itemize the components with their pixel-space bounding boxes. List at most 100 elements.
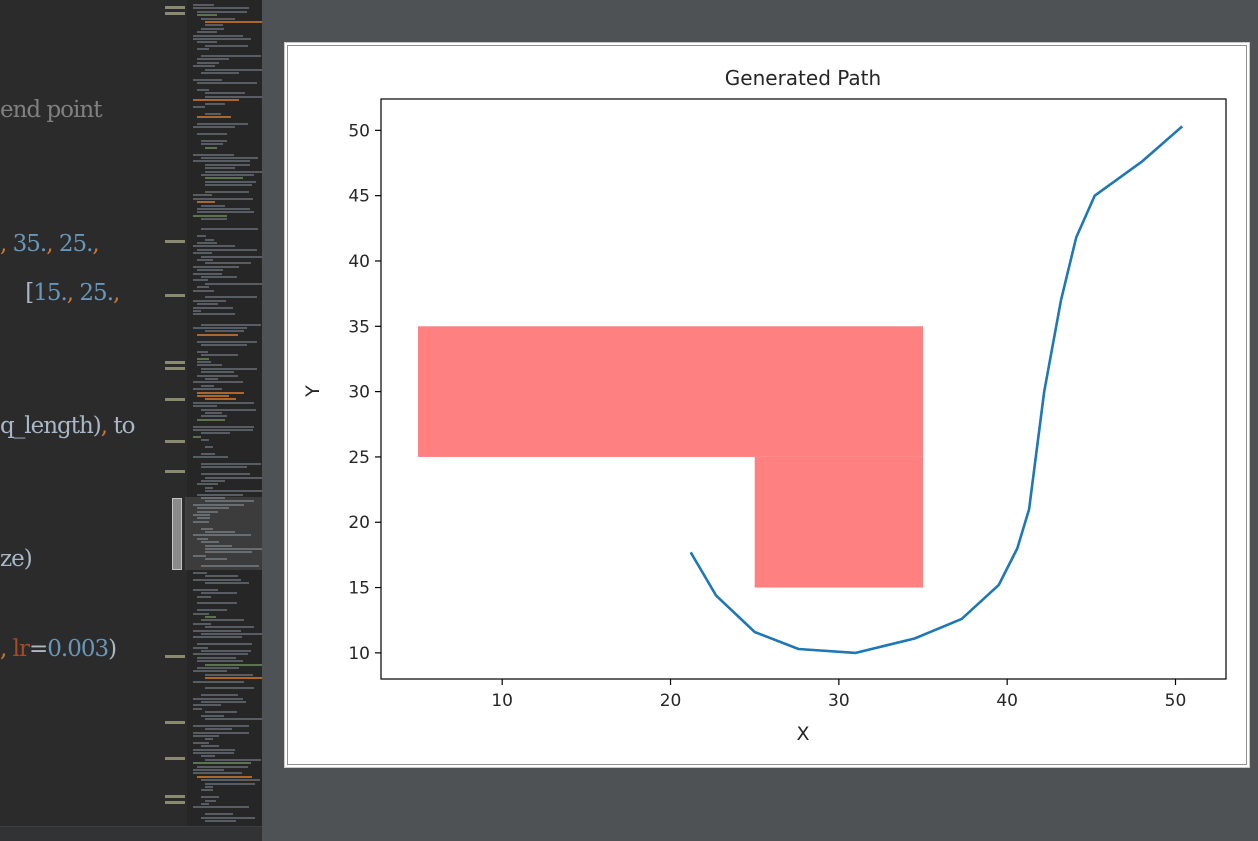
fold-marker-icon[interactable]: [165, 795, 185, 804]
code-line[interactable]: , lr=0.003): [0, 635, 117, 663]
minimap-line: [201, 72, 239, 74]
minimap-line: [197, 340, 257, 343]
minimap-line: [205, 616, 216, 618]
x-axis-label: X: [796, 723, 809, 745]
minimap-line: [193, 245, 235, 248]
minimap-line: [205, 548, 262, 550]
minimap-line: [193, 38, 251, 40]
fold-marker-icon[interactable]: [165, 721, 185, 724]
code-line[interactable]: , 35., 25.,: [0, 230, 100, 258]
code-token: =: [28, 636, 48, 662]
minimap-line: [197, 643, 252, 646]
minimap-line: [193, 514, 210, 516]
code-line[interactable]: [15., 25.,: [0, 279, 120, 307]
minimap-line: [197, 357, 209, 360]
fold-marker-icon[interactable]: [165, 361, 185, 370]
minimap-line: [205, 378, 218, 380]
y-tick-label: 50: [348, 121, 370, 141]
fold-marker-icon[interactable]: [165, 240, 185, 243]
minimap-line: [193, 214, 227, 217]
code-line[interactable]: ze): [0, 545, 33, 573]
minimap-line: [205, 486, 213, 489]
minimap-line: [197, 483, 218, 486]
code-text-area[interactable]: end point , 35., 25., [15., 25., q_length)…: [0, 0, 185, 826]
x-tick-label: 20: [660, 691, 682, 711]
minimap-line: [205, 44, 248, 47]
minimap-line: [201, 619, 244, 622]
minimap-line: [193, 126, 235, 129]
minimap-line: [201, 55, 261, 57]
minimap-line: [205, 813, 233, 816]
x-tick-label: 50: [1165, 691, 1187, 711]
minimap-line: [193, 636, 242, 639]
minimap-line: [197, 14, 217, 17]
minimap-line: [193, 401, 254, 404]
minimap-line: [193, 554, 206, 557]
code-minimap[interactable]: [187, 0, 262, 826]
minimap-line: [205, 170, 262, 173]
minimap-line: [201, 228, 258, 231]
minimap-viewport[interactable]: [185, 497, 262, 570]
minimap-line: [193, 435, 201, 438]
minimap-line: [197, 133, 227, 136]
code-token: 35.: [12, 231, 48, 257]
code-line[interactable]: q_length), to: [0, 412, 135, 440]
minimap-line: [205, 820, 236, 822]
minimap-line: [193, 153, 234, 156]
minimap-line: [193, 731, 249, 734]
vertical-scrollbar-thumb[interactable]: [172, 498, 182, 570]
minimap-line: [201, 344, 247, 346]
minimap-line: [193, 653, 248, 656]
minimap-line: [197, 41, 217, 44]
obstacle-rect: [418, 326, 924, 457]
chart-title: Generated Path: [725, 66, 881, 90]
y-axis-label: Y: [302, 385, 324, 398]
minimap-line: [205, 24, 223, 27]
minimap-line: [205, 163, 250, 166]
fold-marker-icon[interactable]: [165, 655, 185, 658]
minimap-line: [193, 252, 212, 255]
minimap-line: [201, 541, 219, 544]
minimap-line: [197, 269, 223, 272]
code-editor[interactable]: end point , 35., 25., [15., 25., q_length)…: [0, 0, 262, 841]
minimap-line: [205, 711, 237, 714]
minimap-line: [197, 31, 217, 34]
minimap-line: [193, 735, 219, 737]
minimap-line: [205, 738, 213, 741]
minimap-line: [201, 371, 234, 374]
minimap-line: [193, 7, 249, 10]
minimap-line: [205, 92, 245, 95]
minimap-line: [193, 272, 222, 275]
minimap-line: [197, 350, 208, 353]
editor-horizontal-scrollbar[interactable]: [0, 826, 262, 841]
minimap-line: [193, 670, 227, 673]
code-token: ,: [66, 280, 80, 306]
minimap-line: [205, 191, 249, 193]
minimap-line: [197, 123, 248, 125]
code-token: 25.: [79, 280, 114, 306]
minimap-line: [201, 157, 258, 159]
minimap-line: [193, 646, 208, 649]
minimap-line: [193, 289, 214, 292]
minimap-line: [193, 160, 250, 163]
minimap-line: [193, 456, 228, 459]
fold-marker-icon[interactable]: [165, 470, 185, 473]
minimap-line: [205, 531, 235, 533]
code-line[interactable]: end point: [0, 96, 102, 124]
fold-marker-icon[interactable]: [165, 440, 185, 443]
minimap-line: [193, 313, 235, 316]
minimap-line: [205, 95, 262, 98]
minimap-line: [205, 180, 256, 183]
code-token: 0.003: [47, 636, 109, 662]
minimap-line: [197, 609, 227, 612]
minimap-line: [201, 473, 250, 476]
fold-marker-icon[interactable]: [165, 757, 185, 760]
code-token: end point: [0, 97, 102, 123]
fold-marker-icon[interactable]: [165, 398, 185, 401]
minimap-line: [201, 779, 260, 782]
minimap-line: [201, 466, 247, 469]
fold-marker-icon[interactable]: [165, 294, 185, 297]
minimap-line: [201, 439, 209, 442]
fold-marker-icon[interactable]: [165, 6, 185, 15]
minimap-line: [193, 680, 244, 683]
